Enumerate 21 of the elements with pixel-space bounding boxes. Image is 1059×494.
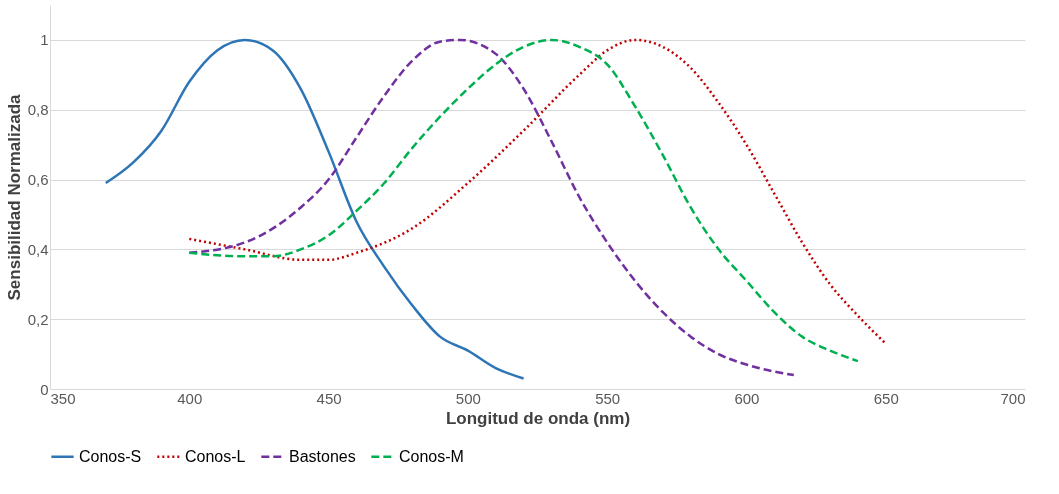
legend-label: Bastones (289, 447, 356, 465)
x-tick-label: 450 (316, 389, 342, 407)
y-tick-label: 0,2 (27, 310, 49, 328)
y-tick-label: 1 (40, 31, 49, 49)
x-tick-label: 400 (177, 389, 203, 407)
x-tick-label: 350 (50, 389, 76, 407)
x-axis-title: Longitud de onda (nm) (445, 408, 631, 428)
legend-label: Conos-M (399, 447, 464, 465)
x-tick-label: 600 (734, 389, 760, 407)
x-tick-label: 550 (595, 389, 621, 407)
y-tick-label: 0,8 (27, 101, 49, 119)
legend-label: Conos-S (79, 447, 142, 465)
y-tick-label: 0 (40, 380, 49, 398)
y-tick-label: 0,4 (27, 240, 49, 258)
y-tick-label: 0,6 (27, 171, 49, 189)
x-tick-label: 650 (873, 389, 899, 407)
line-series (104, 38, 525, 380)
y-axis-title: Sensibilidad Normalizada (4, 93, 24, 301)
legend-label: Conos-L (185, 447, 246, 465)
x-tick-label: 500 (455, 389, 481, 407)
x-tick-label: 700 (1000, 389, 1026, 407)
